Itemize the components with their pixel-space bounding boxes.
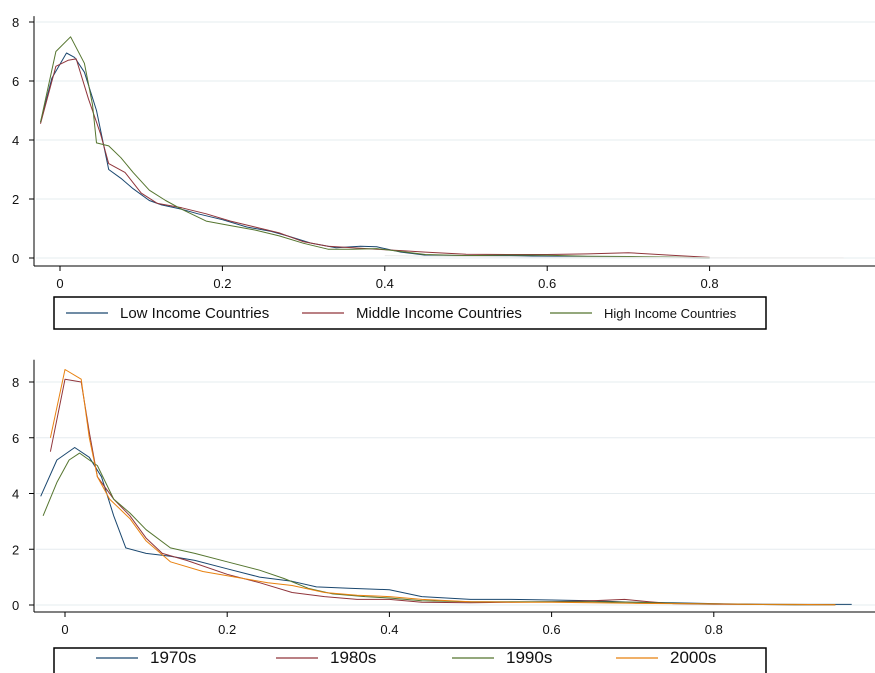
legend-box [53,296,767,330]
series-line [49,369,836,606]
x-tick-label: 0.2 [218,622,236,637]
y-tick-label: 4 [12,133,19,148]
series-line [42,452,836,606]
chart-panel-income: 0 2 4 6 8 0 0.2 0.4 0.6 0.8 Low Income Countries Mi… [12,15,875,330]
y-tick-label: 0 [12,251,19,266]
x-tick-label: 0.8 [701,276,719,291]
y-tick-label: 8 [12,375,19,390]
legend-label: High Income Countries [604,306,737,321]
y-tick-label: 2 [12,542,19,557]
x-tick-label: 0.4 [380,622,398,637]
x-tick-label: 0.6 [543,622,561,637]
legend: Low Income Countries Middle Income Countr… [53,296,767,330]
legend: 1970s 1980s 1990s 2000s [53,647,767,673]
y-tick-label: 6 [12,74,19,89]
y-tick-label: 0 [12,598,19,613]
x-tick-label: 0 [56,276,63,291]
legend-label: 1970s [150,648,196,667]
series-line [40,447,852,605]
series-line [49,378,836,606]
series-line [40,58,710,258]
chart-panel-decades: 0 2 4 6 8 0 0.2 0.4 0.6 0.8 1970s 1980s 1990s 2000s [12,359,875,673]
y-tick-label: 4 [12,487,19,502]
legend-label: 2000s [670,648,716,667]
x-tick-label: 0.6 [538,276,556,291]
legend-box [53,647,767,673]
y-tick-label: 2 [12,192,19,207]
y-tick-label: 8 [12,15,19,30]
legend-label: Middle Income Countries [356,305,522,322]
x-tick-label: 0.4 [376,276,394,291]
series-line [40,36,710,259]
x-tick-label: 0.2 [213,276,231,291]
legend-label: 1980s [330,648,376,667]
y-tick-label: 6 [12,431,19,446]
legend-label: 1990s [506,648,552,667]
series-line [384,255,844,259]
series-line [40,52,710,259]
x-tick-label: 0 [61,622,68,637]
x-tick-label: 0.8 [705,622,723,637]
legend-label: Low Income Countries [120,305,269,322]
